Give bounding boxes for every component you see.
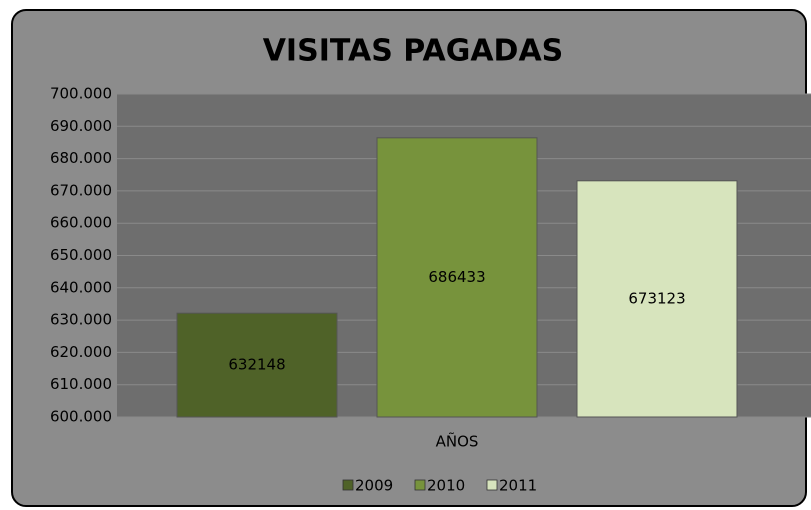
- y-tick-label: 630.000: [50, 311, 112, 329]
- chart-title: VISITAS PAGADAS: [263, 34, 564, 69]
- legend-swatch: [414, 479, 426, 491]
- y-tick-label: 670.000: [50, 181, 112, 199]
- legend-swatch: [342, 479, 354, 491]
- y-tick-label: 620.000: [50, 343, 112, 361]
- x-axis-label: AÑOS: [436, 432, 479, 451]
- bar: [576, 180, 738, 418]
- data-label: 686433: [428, 268, 485, 286]
- legend-label: 2009: [355, 477, 393, 495]
- y-tick-label: 650.000: [50, 246, 112, 264]
- y-tick-label: 680.000: [50, 149, 112, 167]
- y-tick-label: 700.000: [50, 85, 112, 103]
- y-tick-label: 660.000: [50, 214, 112, 232]
- legend-label: 2010: [427, 477, 465, 495]
- legend-swatch: [486, 479, 498, 491]
- legend-label: 2011: [499, 477, 537, 495]
- y-tick-label: 610.000: [50, 375, 112, 393]
- y-tick-label: 690.000: [50, 117, 112, 135]
- bar: [376, 137, 538, 418]
- bar: [176, 312, 338, 418]
- data-label: 632148: [228, 356, 285, 374]
- data-label: 673123: [628, 289, 685, 307]
- y-tick-label: 640.000: [50, 278, 112, 296]
- y-tick-label: 600.000: [50, 408, 112, 426]
